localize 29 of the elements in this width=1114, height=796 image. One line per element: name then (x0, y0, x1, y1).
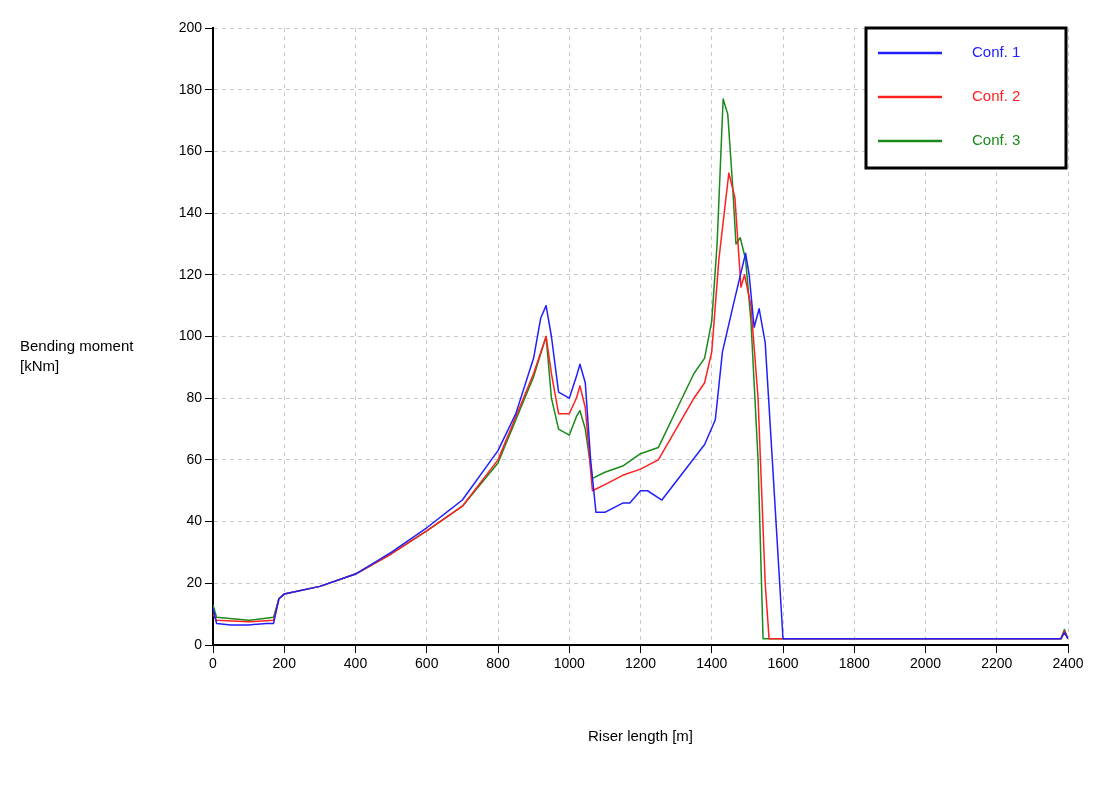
x-tick-label: 2400 (1052, 655, 1084, 672)
y-tick-label: 180 (178, 80, 203, 97)
x-tick-label: 1400 (696, 655, 728, 672)
x-tick-label: 200 (272, 655, 297, 672)
x-tick-label: 800 (486, 655, 510, 672)
y-tick-label: 60 (186, 450, 203, 467)
x-tick-label: 1200 (624, 655, 657, 672)
x-tick-label: 2000 (909, 655, 942, 672)
legend-label: Conf. 2 (972, 87, 1021, 105)
legend-label: Conf. 3 (972, 131, 1021, 149)
x-axis-title: Riser length [m] (587, 727, 694, 745)
x-tick-label: 1000 (553, 655, 586, 672)
y-tick-label: 80 (186, 389, 203, 406)
y-tick-label: 200 (178, 18, 203, 35)
y-tick-label: 160 (178, 142, 203, 159)
y-tick-label: 0 (194, 635, 203, 652)
x-tick-label: 1600 (767, 655, 799, 672)
x-tick-label: 600 (415, 655, 439, 672)
legend-label: Conf. 1 (972, 43, 1021, 61)
y-tick-label: 40 (186, 512, 203, 529)
x-tick-label: 2200 (981, 655, 1013, 672)
y-tick-label: 100 (178, 327, 203, 344)
x-tick-label: 1800 (838, 655, 871, 672)
y-tick-label: 140 (178, 203, 203, 220)
x-tick-label: 0 (209, 655, 218, 672)
y-axis-title: Bending moment [kNm] (20, 336, 135, 376)
y-tick-label: 120 (178, 265, 203, 282)
y-tick-label: 20 (186, 574, 203, 591)
x-tick-label: 400 (343, 655, 368, 672)
